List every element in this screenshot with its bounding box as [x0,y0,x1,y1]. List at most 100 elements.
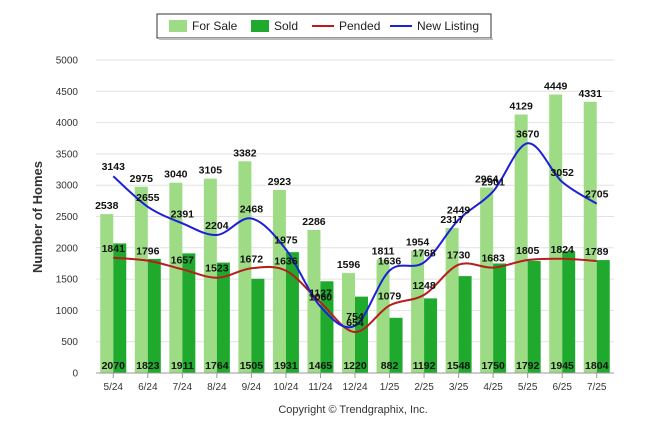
bar-for-sale [169,182,183,373]
x-tick-label: 7/24 [173,382,193,393]
x-tick-label: 9/24 [242,382,262,393]
data-label-sold: 1804 [585,360,609,372]
data-label-for-sale: 1954 [406,237,430,249]
bar-for-sale [411,250,425,373]
y-tick-label: 4000 [56,118,79,129]
bar-sold [285,252,299,373]
x-tick-label: 4/25 [483,382,503,393]
x-tick-label: 11/24 [308,382,333,393]
data-label-new-listing: 2391 [171,208,195,220]
legend-label-sold: Sold [274,19,298,33]
y-tick-label: 5000 [56,56,79,67]
data-label-pended: 654 [346,317,364,329]
data-label-sold: 1823 [136,360,160,372]
data-label-sold: 1792 [516,360,540,372]
bar-sold [251,278,265,373]
bar-for-sale [272,190,286,373]
x-tick-label: 10/24 [273,382,298,393]
data-label-pended: 1079 [378,290,402,302]
data-label-pended: 1657 [171,254,195,266]
data-label-for-sale: 3040 [164,169,188,181]
legend-swatch-for-sale [169,20,187,32]
data-label-for-sale: 4331 [579,88,603,100]
data-label-new-listing: 1636 [378,256,402,268]
data-label-new-listing: 2468 [240,204,264,216]
y-tick-label: 1500 [56,275,79,286]
y-tick-label: 0 [72,369,78,380]
x-tick-label: 5/24 [104,382,124,393]
data-label-pended: 1127 [309,287,332,299]
data-label-sold: 1911 [171,360,194,372]
bars [100,94,610,374]
data-label-for-sale: 3105 [199,165,223,177]
data-label-pended: 1672 [240,253,264,265]
data-label-for-sale: 2964 [475,173,499,185]
data-label-for-sale: 2317 [440,214,464,226]
x-tick-label: 5/25 [518,382,538,393]
data-label-new-listing: 1975 [274,234,298,246]
data-label-pended: 1789 [585,246,609,258]
bar-for-sale [514,114,528,373]
bar-sold [562,251,576,373]
data-label-sold: 1548 [447,360,471,372]
data-label-sold: 1945 [551,360,575,372]
legend-swatch-sold [251,20,269,32]
data-label-new-listing: 2901 [481,176,505,188]
bar-sold [113,243,127,373]
legend-label-new-listing: New Listing [417,19,479,33]
bar-sold [389,317,403,373]
y-tick-label: 2500 [56,212,79,223]
lines [112,142,598,334]
data-label-for-sale: 3382 [233,147,257,159]
y-tick-label: 4500 [56,87,79,98]
data-label-new-listing: 3052 [551,167,575,179]
data-label-new-listing: 2449 [447,205,471,217]
x-tick-label: 6/24 [138,382,158,393]
data-label-sold: 1931 [274,360,298,372]
bar-for-sale [583,101,597,374]
data-label-for-sale: 4449 [544,80,568,92]
data-label-pended: 1824 [551,244,575,256]
data-label-new-listing: 3143 [102,161,126,173]
data-label-pended: 1523 [205,263,229,275]
bar-sold [424,298,438,373]
bar-for-sale [307,229,321,373]
data-label-pended: 1248 [412,280,436,292]
data-label-for-sale: 2975 [130,173,154,185]
data-label-pended: 1841 [102,243,126,255]
x-tick-label: 8/24 [207,382,227,393]
data-label-for-sale: 2923 [268,176,292,188]
data-label-pended: 1683 [481,253,505,265]
bar-for-sale [342,273,355,373]
x-axis-ticks: 5/24 6/24 7/24 8/24 9/24 10/24 11/24 12/24 1/25 2… [104,373,607,393]
data-label-pended: 1796 [136,246,160,258]
bar-for-sale [238,161,252,373]
y-axis-ticks: 0 500 1000 1500 2000 2500 3000 3500 4000 4500 5000 [56,56,79,380]
data-label-for-sale: 4129 [509,101,533,113]
data-label-pended: 1730 [447,250,471,262]
x-tick-label: 2/25 [414,382,434,393]
data-label-new-listing: 754 [346,311,364,323]
data-label-new-listing: 2655 [136,192,160,204]
line-pended [113,256,597,334]
data-label-for-sale: 2538 [95,200,119,212]
bar-sold [596,260,610,373]
bar-sold [147,258,161,373]
y-tick-label: 3500 [56,149,79,160]
data-label-new-listing: 2705 [585,189,609,201]
legend: For Sale Sold Pended New Listing [156,13,493,40]
bar-sold [458,276,472,373]
legend-label-for-sale: For Sale [192,19,238,33]
legend-box-shadow [159,38,493,40]
x-tick-label: 3/25 [449,382,469,393]
x-tick-label: 7/25 [587,382,607,393]
y-tick-label: 500 [61,337,78,348]
bar-for-sale [100,214,114,373]
data-label-sold: 1505 [240,360,264,372]
data-label-sold: 1750 [481,360,505,372]
x-tick-label: 1/25 [380,382,400,393]
y-tick-label: 1000 [56,306,79,317]
y-tick-label: 3000 [56,181,79,192]
legend-label-pended: Pended [339,19,380,33]
data-label-new-listing: 1768 [412,247,436,259]
